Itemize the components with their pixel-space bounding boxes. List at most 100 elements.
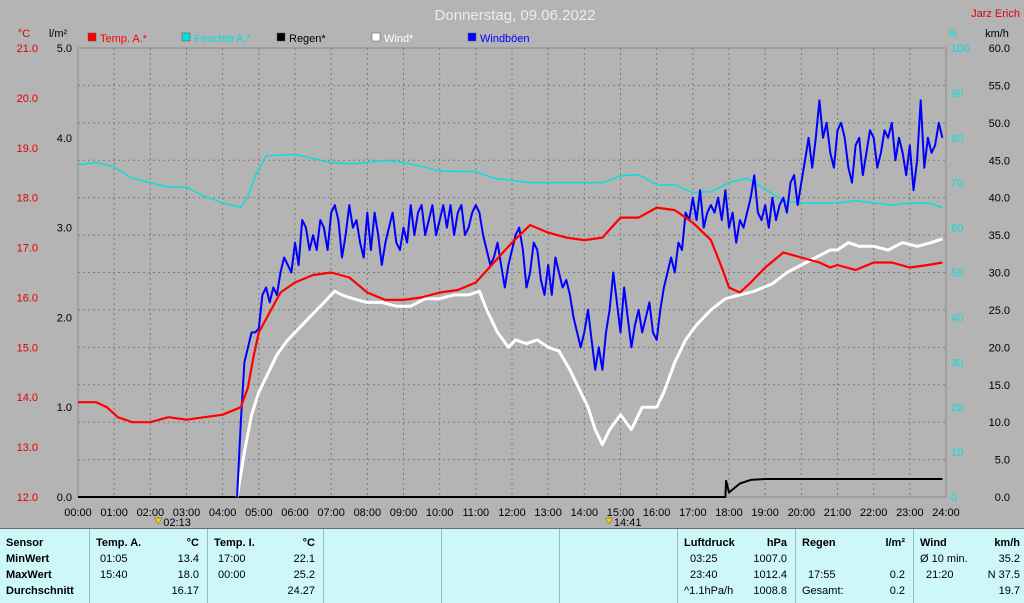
y-tick-label-humidity: 50 [951,268,963,280]
y-tick-label-wind: 60.0 [989,43,1010,55]
summary-col-empty-1 [324,529,442,603]
summary-col-wind: Wind km/h Ø 10 min. 35.2 21:20 N 37.5 19… [914,529,1024,603]
y-tick-label-wind: 15.0 [989,380,1010,392]
summary-col-temp-a: Temp. A. °C 01:05 13.4 15:40 18.0 16.17 [90,529,208,603]
y-tick-label-temp: 16.0 [17,292,38,304]
x-tick-label: 22:00 [860,507,888,519]
temp-i-avg: 24.27 [287,585,315,597]
x-tick-label: 24:00 [932,507,960,519]
y-tick-label-humidity: 80 [951,133,963,145]
pressure-trend-value: 1008.8 [753,585,787,597]
summary-col-empty-3 [560,529,678,603]
x-tick-label: 16:00 [643,507,671,519]
wind-avg-value: 35.2 [998,553,1020,565]
temp-i-min-time: 17:00 [218,553,246,565]
y-tick-label-wind: 35.0 [989,230,1010,242]
summary-col-rain: Regen l/m² 17:55 0.2 Gesamt: 0.2 [796,529,914,603]
chart-grid [77,47,947,498]
x-tick-label: 05:00 [245,507,273,519]
row-label-sensor: Sensor [6,537,44,549]
temp-i-unit: °C [302,537,315,549]
x-tick-label: 06:00 [281,507,309,519]
y-tick-label-rain: 4.0 [57,133,72,145]
unit-label-wind: km/h [985,28,1009,40]
y-tick-label-temp: 17.0 [17,243,38,255]
legend-swatch [181,32,191,42]
pressure-unit: hPa [766,537,787,549]
series-line-regen [78,478,943,498]
temp-i-title: Temp. I. [214,537,255,549]
weather-chart: 00:00 01:00 02:00 03:00 04:00 05:00 06:00 07:00… [16,7,1020,528]
wind-gust-time: 21:20 [926,569,954,581]
y-tick-label-humidity: 90 [951,88,963,100]
y-tick-label-humidity: 40 [951,312,963,324]
y-tick-label-rain: 2.0 [57,312,72,324]
rain-total-value: 0.2 [889,585,905,597]
y-tick-label-temp: 21.0 [17,43,38,55]
y-tick-label-wind: 40.0 [989,193,1010,205]
x-tick-label: 09:00 [390,507,418,519]
x-tick-label: 18:00 [715,507,743,519]
y-tick-label-temp: 13.0 [17,442,38,454]
summary-col-pressure: Luftdruck hPa 03:25 1007.0 23:40 1012.4 … [678,529,796,603]
y-tick-label-wind: 0.0 [995,492,1010,504]
author-label: Jarz Erich [971,8,1020,20]
x-tick-label: 21:00 [824,507,852,519]
y-tick-label-rain: 3.0 [57,223,72,235]
x-tick-label: 03:00 [173,507,201,519]
x-tick-label: 01:00 [100,507,128,519]
row-label-avg: Durchschnitt [6,585,74,597]
summary-table: Sensor MinWert MaxWert Durchschnitt Temp… [0,528,1024,603]
legend-swatch [371,32,381,42]
x-tick-label: 23:00 [896,507,924,519]
rain-total-label: Gesamt: [802,585,844,597]
temp-i-max-time: 00:00 [218,569,246,581]
row-label-max: MaxWert [6,569,52,581]
pressure-max-time: 23:40 [690,569,718,581]
sun-markers: 02:13 14:41 [153,517,641,528]
x-tick-label: 19:00 [751,507,779,519]
x-tick-label: 10:00 [426,507,454,519]
temp-a-title: Temp. A. [96,537,142,549]
row-label-min: MinWert [6,553,50,565]
chart-legend: Temp. A.* Feuchte A.* Regen* Wind* Windböen [87,32,530,45]
x-tick-label: 13:00 [534,507,562,519]
legend-label: Temp. A.* [100,33,148,45]
legend-label: Wind* [384,33,414,45]
chart-series [77,99,944,498]
y-tick-label-temp: 12.0 [17,492,38,504]
y-tick-label-wind: 45.0 [989,155,1010,167]
rain-unit: l/m² [885,537,905,549]
temp-a-max-time: 15:40 [100,569,128,581]
wind-gust-value: N 37.5 [987,569,1020,581]
legend-label: Windböen [480,33,530,45]
plot-area [77,47,947,498]
wind-unit: km/h [994,537,1020,549]
x-tick-label: 20:00 [788,507,816,519]
unit-label-rain: l/m² [49,28,68,40]
temp-i-min-value: 22.1 [293,553,315,565]
y-tick-label-humidity: 30 [951,357,963,369]
sunrise-icon [153,517,163,525]
x-tick-label: 02:00 [137,507,165,519]
x-tick-label: 12:00 [498,507,526,519]
chart-axes: 00:00 01:00 02:00 03:00 04:00 05:00 06:00 07:00… [17,43,1010,519]
sun-marker-label: 02:13 [163,517,191,528]
temp-a-min-time: 01:05 [100,553,128,565]
y-tick-label-temp: 18.0 [17,193,38,205]
x-tick-label: 08:00 [354,507,382,519]
sunset-icon [604,517,614,525]
wind-avg-label: Ø 10 min. [920,553,968,565]
y-tick-label-wind: 20.0 [989,342,1010,354]
y-tick-label-wind: 25.0 [989,305,1010,317]
x-tick-label: 17:00 [679,507,707,519]
rain-title: Regen [802,537,836,549]
temp-a-unit: °C [186,537,199,549]
temp-a-min-value: 13.4 [177,553,199,565]
summary-col-temp-i: Temp. I. °C 17:00 22.1 00:00 25.2 24.27 [208,529,324,603]
pressure-min-time: 03:25 [690,553,718,565]
y-tick-label-rain: 1.0 [57,402,72,414]
x-tick-label: 15:00 [607,507,635,519]
legend-swatch [276,32,286,42]
y-tick-label-wind: 30.0 [989,268,1010,280]
